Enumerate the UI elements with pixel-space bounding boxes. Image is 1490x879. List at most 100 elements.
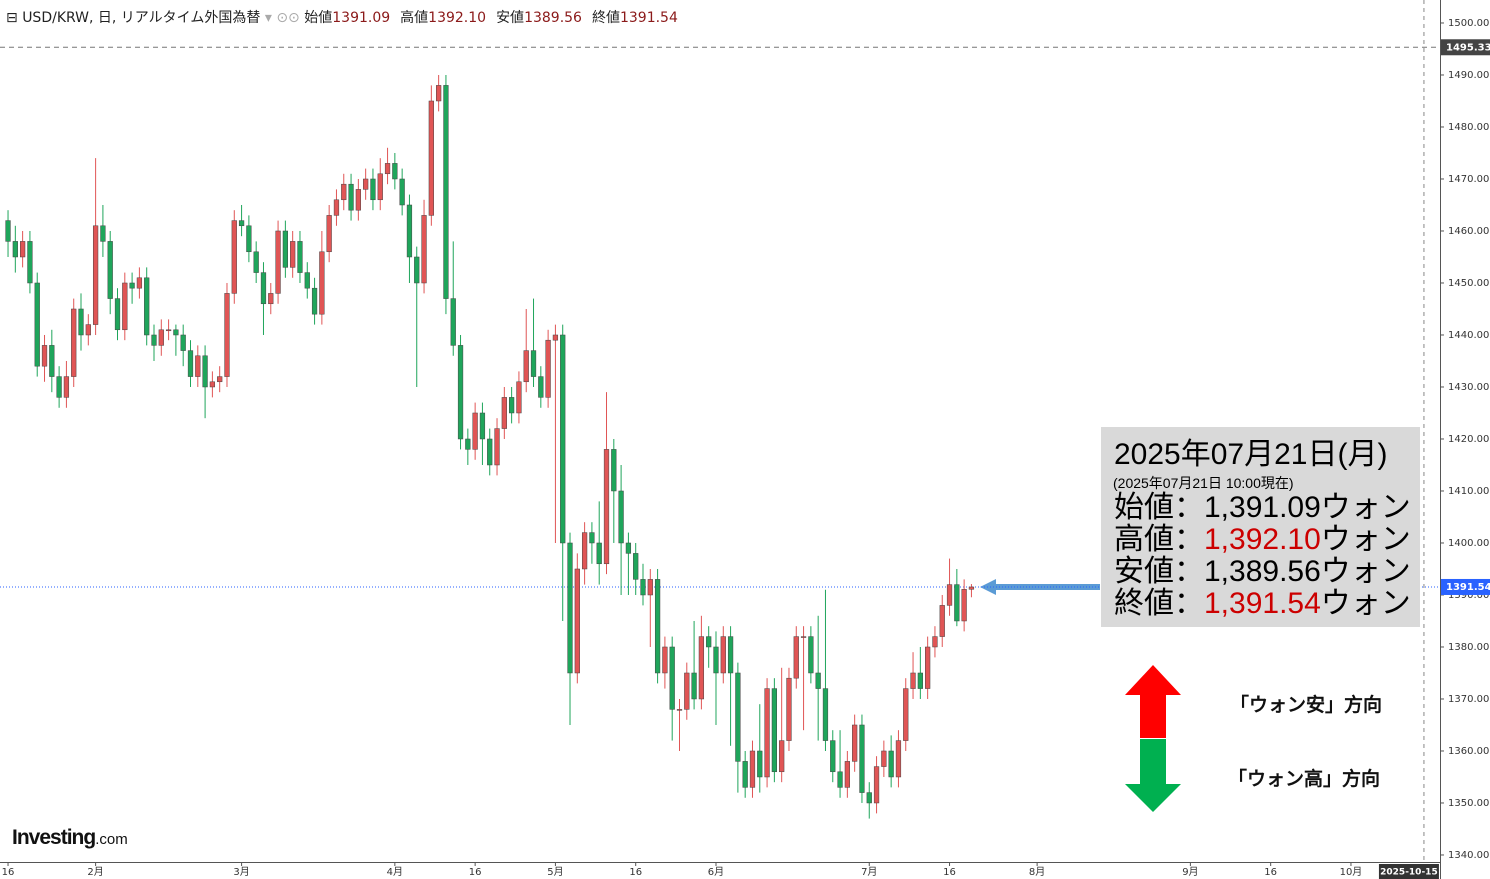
candle-body <box>268 293 274 305</box>
candle-body <box>49 345 55 377</box>
candle-body <box>669 646 675 710</box>
row-unit: ウォン <box>1320 587 1411 620</box>
candle-body <box>611 449 617 492</box>
x-tick-label: 3月 <box>233 866 249 878</box>
y-tick-label: 1340.00 <box>1448 850 1489 861</box>
y-tick-label: 1470.00 <box>1448 174 1489 185</box>
high-label: 1495.33 <box>1446 42 1490 53</box>
candle-body <box>253 251 259 273</box>
logo-main: Investing <box>12 826 96 849</box>
candle-body <box>12 241 18 258</box>
x-tick-label: 2月 <box>87 866 103 878</box>
y-tick-label: 1480.00 <box>1448 122 1489 133</box>
last-price-label: 1391.54 <box>1446 582 1490 593</box>
candle-body <box>56 376 62 398</box>
candle-body <box>224 293 230 377</box>
down-arrow <box>1125 739 1181 812</box>
pointer-arrow <box>980 579 1100 595</box>
annotation-title: 2025年07月21日(月) <box>1114 438 1388 471</box>
row-label: 終値： <box>1114 587 1204 620</box>
candle-body <box>596 542 602 565</box>
candle-body <box>866 792 872 804</box>
candle-body <box>100 225 106 242</box>
candle-body <box>625 542 632 554</box>
candle-body <box>479 412 486 440</box>
candle-body <box>136 277 143 289</box>
candle-body <box>961 589 967 622</box>
candle-body <box>392 163 398 180</box>
candle-body <box>764 688 770 778</box>
ohlc-label: 始値 <box>304 10 333 26</box>
candle-body <box>910 672 916 689</box>
candle-body <box>260 272 267 305</box>
candle-body <box>297 241 303 273</box>
x-tick-label: 16 <box>629 867 642 878</box>
candle-body <box>903 688 909 741</box>
candle-body <box>290 241 296 268</box>
annotation-box: 2025年07月21日(月) (2025年07月21日 10:00現在) 始値：… <box>1101 427 1420 627</box>
candle-body <box>202 355 208 388</box>
y-tick-label: 1500.00 <box>1448 18 1489 29</box>
y-tick-label: 1360.00 <box>1448 746 1489 757</box>
annotation-row: 始値：1,391.09ウォン <box>1114 491 1420 525</box>
x-tick-label: 16 <box>469 867 482 878</box>
candle-body <box>114 298 121 331</box>
candle-body <box>589 532 595 544</box>
y-axis-bg <box>1440 0 1490 879</box>
cursor-label-bg <box>1378 864 1439 879</box>
candle-body <box>742 761 748 788</box>
candle-body <box>727 636 734 674</box>
candle-body <box>844 761 850 788</box>
y-tick-label: 1490.00 <box>1448 70 1489 81</box>
x-tick-label: 7月 <box>861 866 877 878</box>
candle-body <box>786 677 792 741</box>
candle-body <box>830 740 836 773</box>
candle-body <box>691 672 697 700</box>
candle-body <box>414 256 420 284</box>
x-tick-label: 16 <box>1264 867 1277 878</box>
candle-body <box>436 85 442 102</box>
x-tick-label: 8月 <box>1029 866 1045 878</box>
candle-body <box>815 672 821 689</box>
x-tick-label: 4月 <box>387 866 403 878</box>
y-tick-label: 1450.00 <box>1448 278 1489 289</box>
candle-body <box>720 636 726 674</box>
candle-body <box>129 282 135 289</box>
candle-body <box>837 771 843 788</box>
x-tick-label: 10月 <box>1340 866 1363 878</box>
candle-body <box>399 178 405 206</box>
candle-body <box>735 672 741 762</box>
candle-body <box>523 350 529 383</box>
candle-body <box>421 215 427 284</box>
candle-body <box>633 553 639 580</box>
candle-body <box>180 334 186 351</box>
candle-body <box>246 225 252 253</box>
header: ⊟ USD/KRW, 日, リアルタイム外国為替 ▾ ⊙⊙ 始値1391.09 高… <box>6 10 678 26</box>
candle-body <box>647 579 653 596</box>
candle-body <box>92 225 99 325</box>
candle-body <box>122 282 128 331</box>
candle-body <box>41 345 48 367</box>
last-price-bg <box>1441 578 1490 595</box>
ohlc-value: 1391.09 <box>332 10 391 26</box>
candle-body <box>355 189 361 211</box>
ohlc-label: 高値 <box>400 10 429 26</box>
y-tick-label: 1400.00 <box>1448 538 1489 549</box>
candle-body <box>545 339 551 398</box>
candle-body <box>581 532 588 570</box>
logo: Investing.com <box>12 826 128 850</box>
annotation-row: 終値：1,391.54ウォン <box>1114 587 1420 621</box>
candle-body <box>487 438 493 466</box>
ohlc-label: 終値 <box>591 10 620 26</box>
ohlc-value: 1389.56 <box>524 10 582 26</box>
candle-body <box>78 308 84 336</box>
candle-body <box>662 646 668 674</box>
ohlc-value: 1392.10 <box>428 10 487 26</box>
candle-body <box>603 449 610 565</box>
candle-body <box>939 605 945 637</box>
candle-body <box>231 220 237 294</box>
candle-body <box>509 397 515 414</box>
candle-body <box>34 282 40 367</box>
candle-body <box>195 355 201 377</box>
